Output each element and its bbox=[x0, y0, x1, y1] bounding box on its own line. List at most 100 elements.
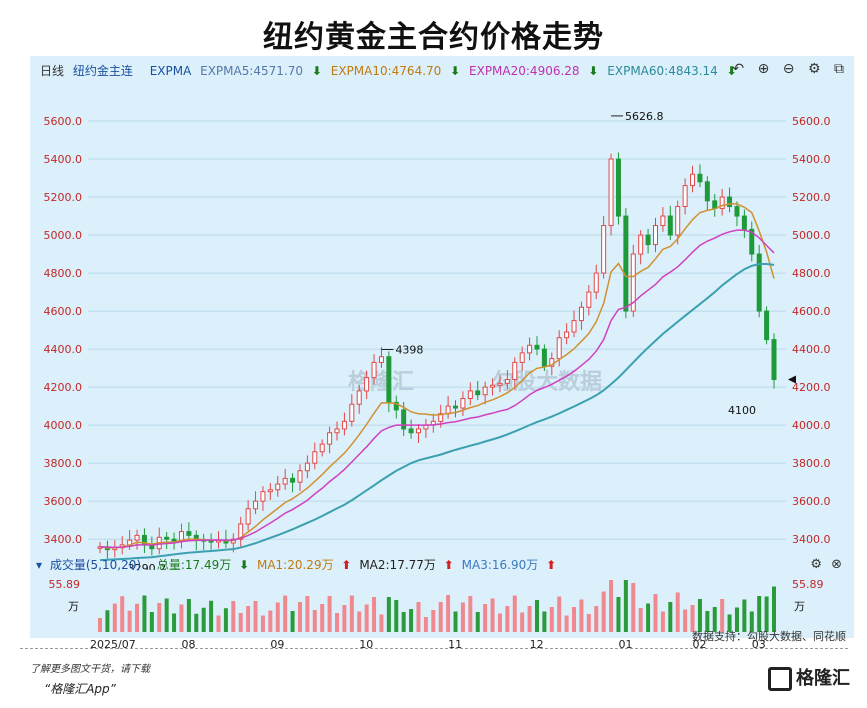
candle-body bbox=[615, 158, 621, 217]
y-tick-label-left: 4000.0 bbox=[44, 419, 83, 432]
volume-bar bbox=[364, 604, 369, 632]
candle-body bbox=[386, 356, 392, 403]
volume-bar bbox=[564, 615, 569, 632]
y-tick-label-right: 4800.0 bbox=[792, 267, 831, 280]
volume-bar bbox=[349, 595, 354, 632]
volume-bar bbox=[542, 611, 547, 632]
candle-body bbox=[467, 390, 473, 400]
indicator-label[interactable]: EXPMA bbox=[149, 64, 192, 78]
volume-bar bbox=[342, 605, 347, 632]
symbol-label[interactable]: 纽约金主连 bbox=[72, 64, 133, 78]
volume-bar bbox=[105, 610, 110, 632]
candle-body bbox=[719, 196, 725, 209]
settings-icon[interactable]: ⚙ bbox=[810, 557, 822, 572]
chevron-down-icon[interactable]: ▾ bbox=[36, 558, 43, 572]
y-tick-label-left: 4400.0 bbox=[44, 343, 83, 356]
candle-body bbox=[349, 403, 355, 422]
candle-body bbox=[638, 234, 644, 255]
volume-bar bbox=[120, 596, 125, 632]
candle-body bbox=[712, 200, 718, 209]
volume-bar bbox=[512, 595, 517, 632]
y-tick-label-right: 5000.0 bbox=[792, 229, 831, 242]
volume-bar bbox=[490, 598, 495, 632]
y-tick-label-left: 5400.0 bbox=[44, 153, 83, 166]
volume-bar bbox=[475, 612, 480, 632]
candle-body bbox=[319, 443, 325, 453]
candle-body bbox=[415, 428, 421, 434]
y-tick-label-left: 4200.0 bbox=[44, 381, 83, 394]
expma10-value: EXPMA10:4764.70 bbox=[330, 64, 442, 78]
up-arrow-icon: ⬆ bbox=[443, 558, 454, 572]
candle-body bbox=[608, 158, 614, 227]
volume-bar bbox=[201, 607, 206, 632]
y-tick-label-right: 4200.0 bbox=[792, 381, 831, 394]
x-tick-label: 03 bbox=[752, 638, 766, 651]
share-icon[interactable]: ⧉ bbox=[834, 61, 844, 77]
y-tick-label-right: 3400.0 bbox=[792, 533, 831, 546]
annotation-label: 3290.2 bbox=[128, 562, 167, 570]
candle-body bbox=[438, 413, 444, 422]
expma5-value: EXPMA5:4571.70 bbox=[200, 64, 304, 78]
volume-bar bbox=[238, 613, 243, 632]
volume-bar bbox=[401, 612, 406, 632]
volume-bar bbox=[557, 596, 562, 632]
zoom-out-icon[interactable]: ⊖ bbox=[782, 61, 795, 77]
close-icon[interactable]: ⊗ bbox=[831, 557, 842, 572]
period-label[interactable]: 日线 bbox=[40, 64, 65, 78]
volume-bar bbox=[446, 595, 451, 632]
candle-body bbox=[578, 306, 584, 322]
volume-bar bbox=[690, 605, 695, 632]
settings-icon[interactable]: ⚙ bbox=[807, 61, 821, 77]
candle-body bbox=[727, 196, 733, 208]
up-arrow-icon: ⬆ bbox=[546, 558, 557, 572]
candle-body bbox=[475, 390, 481, 396]
y-tick-label-right: 4400.0 bbox=[792, 343, 831, 356]
volume-bar bbox=[142, 595, 147, 632]
volume-bar bbox=[572, 607, 577, 632]
volume-bar bbox=[483, 604, 488, 632]
candle-body bbox=[512, 361, 518, 381]
candle-body bbox=[749, 228, 755, 255]
volume-bar bbox=[305, 596, 310, 632]
annotation-label: 4100 bbox=[728, 404, 756, 417]
candle-body bbox=[593, 272, 599, 293]
volume-bar bbox=[579, 599, 584, 632]
volume-toolbar: ▾ 成交量(5,10,20) 总量:17.49万 ⬇ MA1:20.29万 ⬆ … bbox=[30, 556, 560, 574]
y-tick-label-left: 4800.0 bbox=[44, 267, 83, 280]
volume-bar bbox=[616, 597, 621, 632]
candle-body bbox=[164, 536, 170, 540]
volume-bar bbox=[527, 606, 532, 632]
annotation-label: 4398 bbox=[395, 343, 423, 356]
volume-bar bbox=[594, 606, 599, 632]
price-chart: 5600.0 5600.0 5400.0 5400.0 5200.0 5200.0 5000… bbox=[44, 110, 831, 570]
volume-bar bbox=[216, 615, 221, 632]
candle-body bbox=[186, 531, 192, 536]
volume-bar bbox=[416, 602, 421, 632]
volume-bar bbox=[705, 611, 710, 632]
down-arrow-icon: ⬇ bbox=[311, 64, 322, 78]
down-arrow-icon: ⬇ bbox=[588, 64, 599, 78]
volume-bar bbox=[297, 602, 302, 632]
volume-bar bbox=[549, 607, 554, 632]
price-pointer-icon bbox=[788, 375, 796, 384]
candle-body bbox=[675, 206, 681, 236]
candle-body bbox=[652, 225, 658, 246]
volume-ma3: MA3:16.90万 bbox=[461, 558, 539, 572]
volume-bar bbox=[453, 611, 458, 632]
zoom-in-icon[interactable]: ⊕ bbox=[757, 61, 770, 77]
candle-body bbox=[378, 356, 384, 363]
volume-bar bbox=[312, 610, 317, 632]
volume-bar bbox=[764, 596, 769, 632]
volume-bar bbox=[112, 603, 117, 632]
candle-body bbox=[297, 470, 303, 483]
undo-icon[interactable]: ↶ bbox=[732, 61, 745, 77]
volume-bar bbox=[246, 606, 251, 632]
candle-body bbox=[490, 384, 496, 388]
volume-bar bbox=[683, 609, 688, 632]
candle-body bbox=[756, 253, 762, 312]
volume-label[interactable]: 成交量(5,10,20) bbox=[49, 558, 142, 572]
candle-body bbox=[682, 185, 688, 208]
candle-body bbox=[764, 310, 770, 341]
candle-body bbox=[690, 173, 696, 187]
candle-body bbox=[401, 409, 407, 430]
